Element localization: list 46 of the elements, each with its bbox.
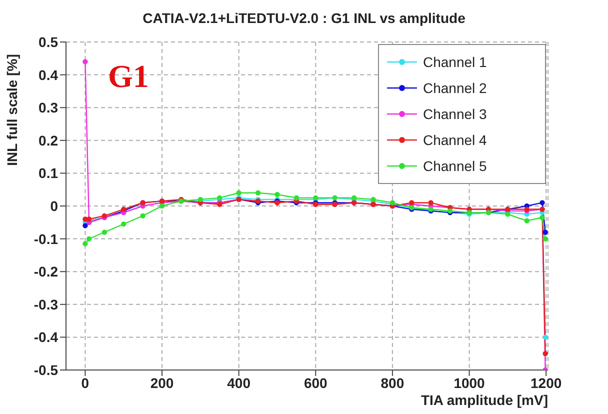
legend-label: Channel 4 [423,132,487,148]
y-tick-label: 0 [50,198,58,214]
point [542,351,548,356]
point [524,218,530,224]
y-tick-label: -0.2 [34,264,58,280]
point [140,213,146,218]
y-tick-label: 0.5 [38,34,58,50]
point [82,241,88,246]
legend-label: Channel 2 [423,80,487,96]
y-tick-label: -0.4 [34,329,58,346]
point [121,221,126,227]
x-axis-title: TIA amplitude [mV] [420,392,548,408]
point [82,59,88,64]
point [82,223,88,228]
point [542,334,548,340]
point [86,236,92,242]
y-tick-label: 0.3 [38,100,58,116]
point [255,190,261,196]
point [428,200,434,206]
y-tick-label: -0.3 [34,296,58,312]
point [542,236,548,242]
point [274,192,280,198]
y-tick-label: 0.2 [38,132,58,148]
chart-title: CATIA-V2.1+LiTEDTU-V2.0 : G1 INL vs amplitude [142,10,466,26]
x-tick-label: 800 [380,374,404,391]
point [540,200,545,206]
point [102,230,108,235]
x-tick-label: 1200 [530,374,562,391]
y-axis-title: INL full scale [%] [4,54,20,166]
y-tick-label: 0.4 [38,66,58,83]
point [540,214,545,220]
point [236,190,242,196]
point [542,230,548,235]
legend-label: Channel 5 [423,158,487,174]
x-tick-label: 0 [81,374,90,391]
y-tick-label: -0.1 [34,230,58,247]
x-tick-label: 600 [304,374,328,391]
point [159,203,165,209]
x-tick-label: 200 [150,374,174,391]
y-tick-label: 0.1 [38,165,58,182]
x-tick-label: 1000 [454,374,486,391]
y-tick-label: -0.5 [34,362,58,378]
legend-label: Channel 1 [423,54,487,70]
legend-label: Channel 3 [423,106,487,122]
x-tick-label: 400 [227,374,251,391]
annotation: G1 [108,58,149,95]
